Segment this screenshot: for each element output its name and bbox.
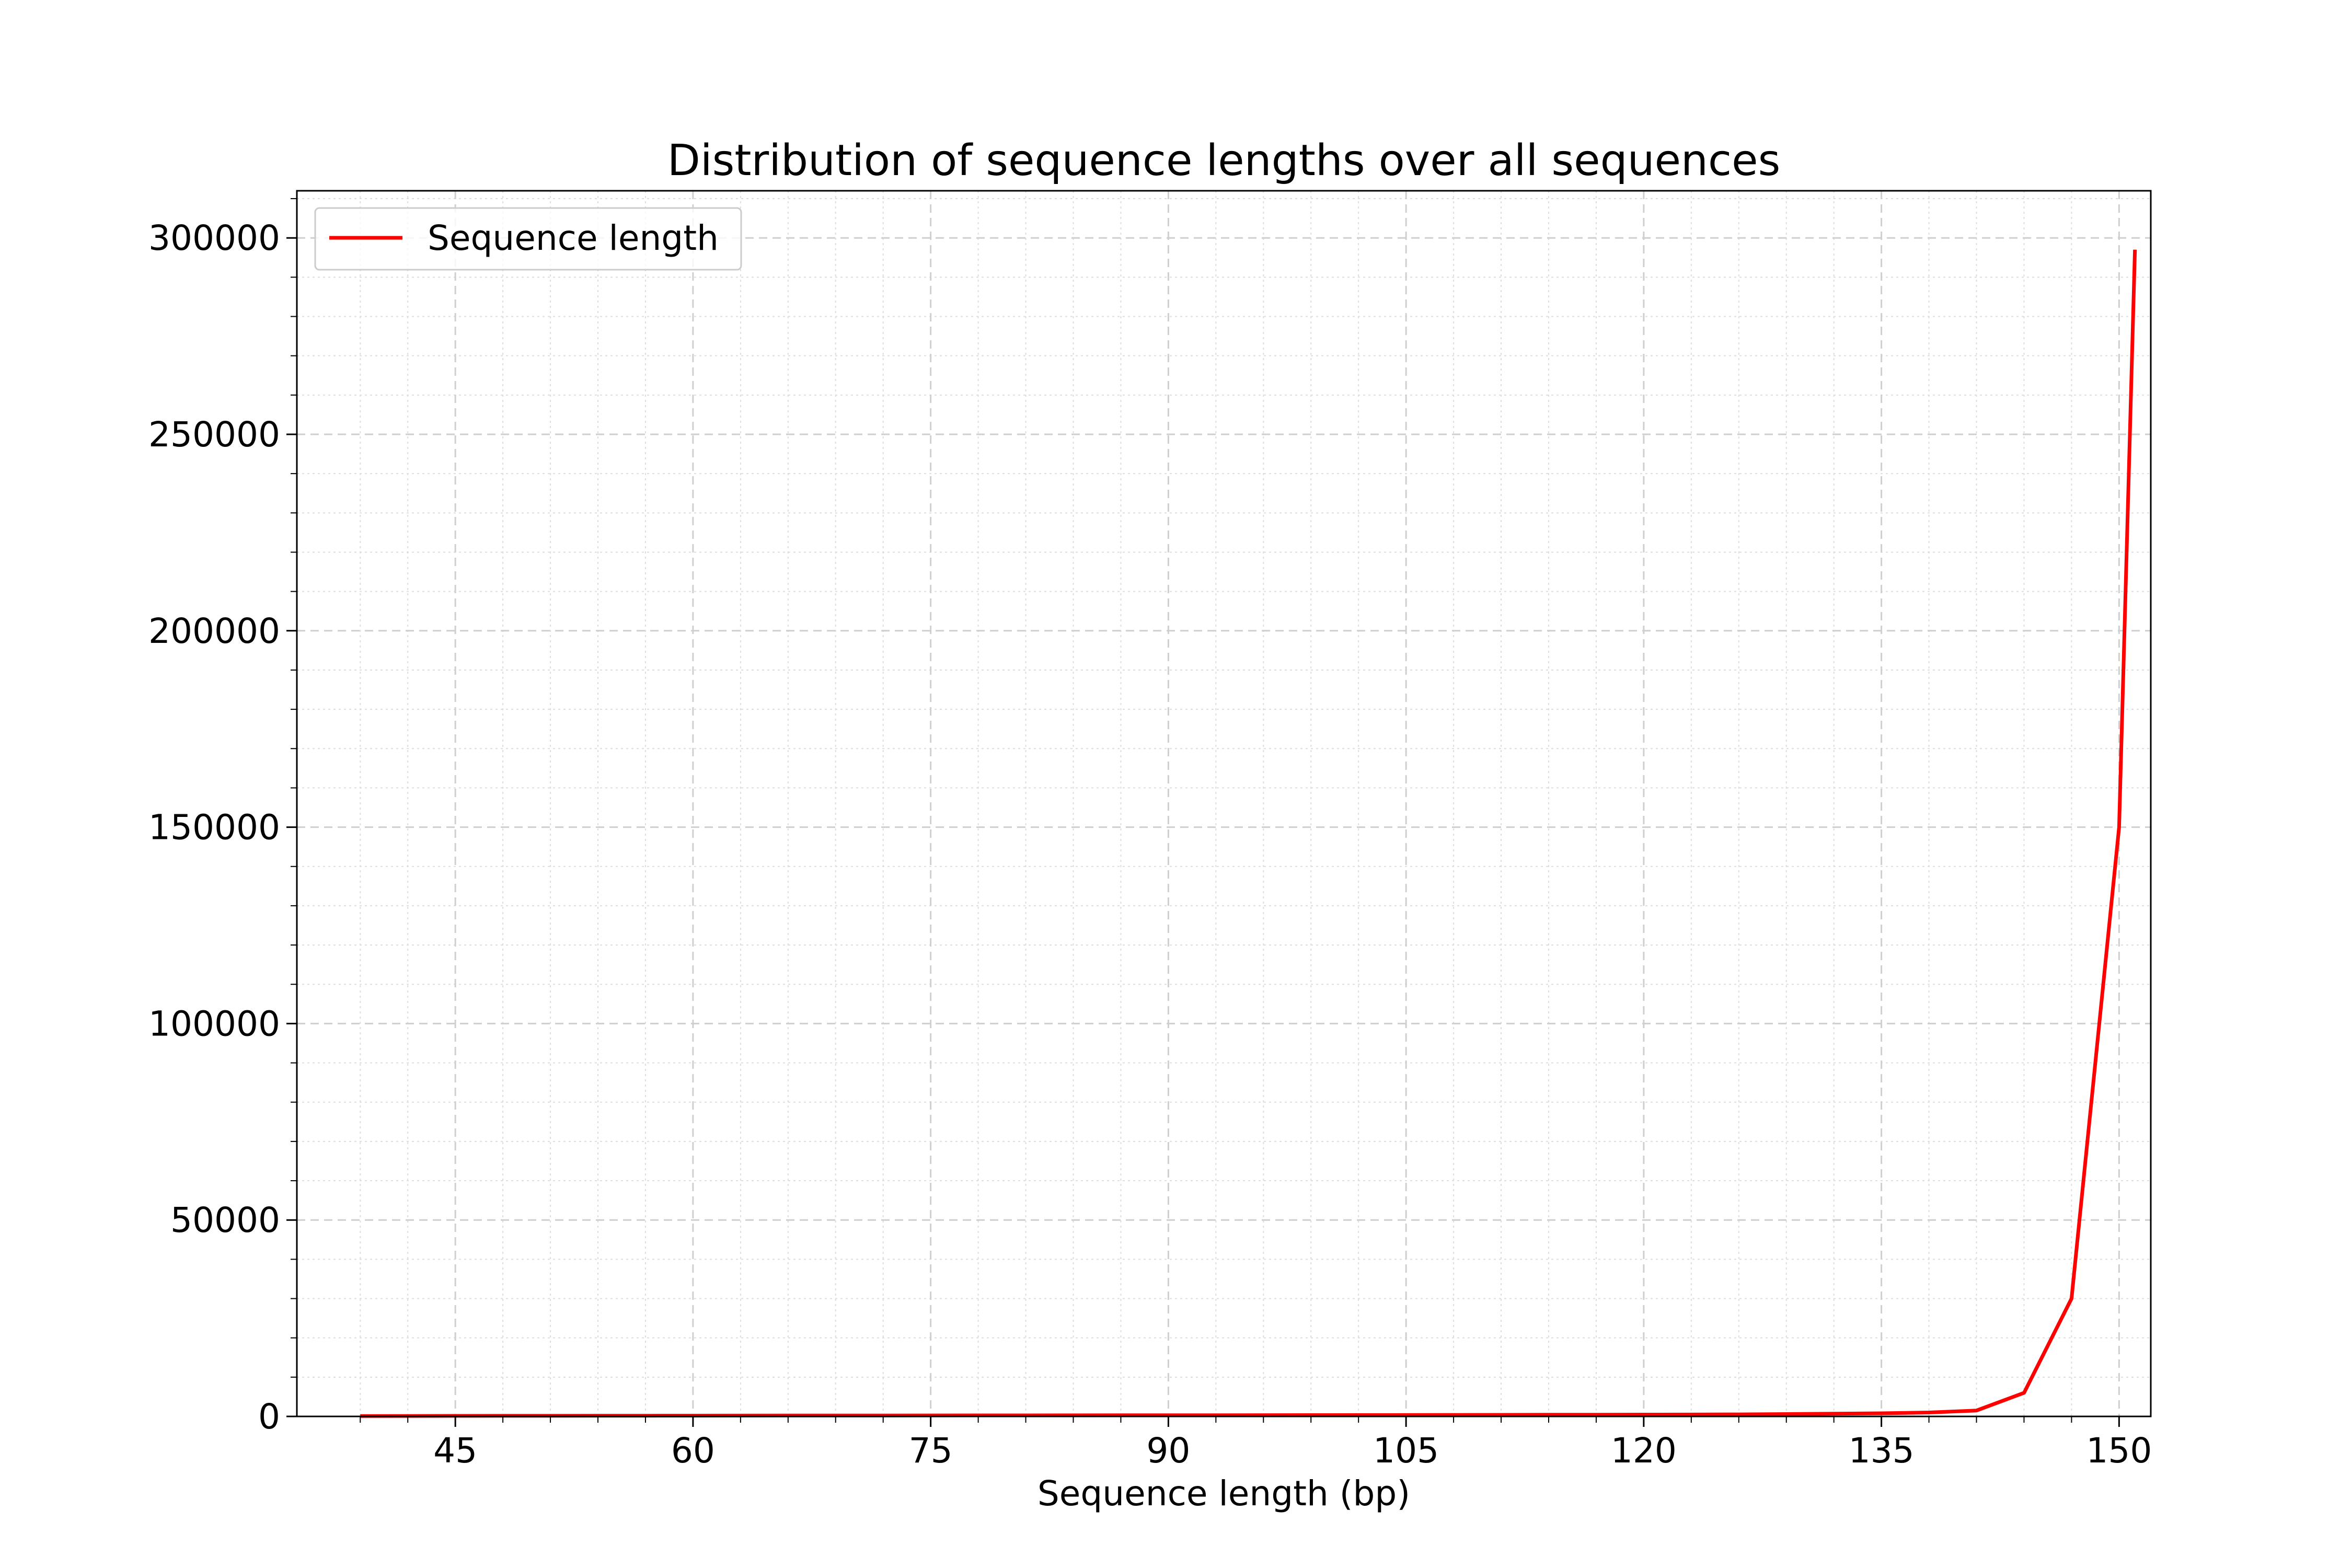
y-tick-label: 100000 xyxy=(148,1004,280,1044)
legend-label: Sequence length xyxy=(428,218,719,258)
plot-area-frame xyxy=(296,190,2152,1417)
y-tick-label: 300000 xyxy=(148,218,280,258)
x-tick-label: 150 xyxy=(2086,1431,2152,1471)
x-tick-label: 105 xyxy=(1373,1431,1439,1471)
chart-title: Distribution of sequence lengths over al… xyxy=(667,136,1781,186)
x-tick-label: 135 xyxy=(1849,1431,1915,1471)
legend-box xyxy=(314,207,742,271)
x-tick-label: 60 xyxy=(671,1431,715,1471)
y-tick-label: 150000 xyxy=(148,808,280,848)
x-tick-label: 120 xyxy=(1611,1431,1677,1471)
x-tick-label: 75 xyxy=(909,1431,953,1471)
y-tick-label: 0 xyxy=(258,1397,280,1437)
series-layer xyxy=(360,249,2137,1418)
legend: Sequence length xyxy=(314,207,742,271)
y-tick-label: 200000 xyxy=(148,611,280,651)
y-tick-label: 250000 xyxy=(148,414,280,455)
series-line-0 xyxy=(360,249,2137,1418)
x-tick-label: 45 xyxy=(433,1431,477,1471)
x-axis-label: Sequence length (bp) xyxy=(1037,1473,1410,1514)
y-tick-label: 50000 xyxy=(170,1200,280,1240)
x-tick-label: 90 xyxy=(1146,1431,1190,1471)
axis-ticks: 45 60 75 90 105 120 135 150 0 50000 100000 150000 20… xyxy=(148,198,2152,1471)
grid xyxy=(297,191,2151,1417)
